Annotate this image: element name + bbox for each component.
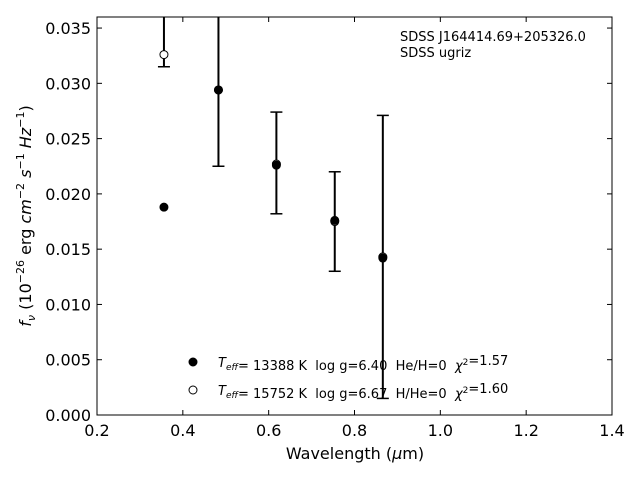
- annotation-line-2: SDSS ugriz: [400, 46, 471, 61]
- marker-filled-circle: [213, 85, 223, 95]
- y-axis-label: fν (10−26 erg cm−2 s−1 Hz−1): [14, 105, 38, 326]
- x-tick-label: 0.6: [256, 421, 281, 440]
- y-tick-label: 0.000: [45, 406, 91, 425]
- x-tick-label: 0.2: [84, 421, 109, 440]
- x-tick-label: 1.2: [513, 421, 538, 440]
- annotation-line-1: SDSS J164414.69+205326.0: [400, 30, 586, 45]
- marker-filled-circle: [378, 253, 388, 263]
- marker-filled-circle: [330, 215, 340, 225]
- y-axis-ticks: 0.000 0.005 0.010 0.015 0.020 0.025 0.030 0.035: [45, 19, 612, 425]
- marker-filled-circle: [271, 160, 281, 170]
- annotation: SDSS J164414.69+205326.0 SDSS ugriz: [400, 30, 586, 61]
- y-tick-label: 0.015: [45, 240, 91, 259]
- plot-frame: [96, 16, 613, 416]
- legend: Teff= 13388 K log g=6.40 He/H=0 χ2=1.57 T…: [188, 354, 508, 402]
- legend-entry: Teff= 13388 K log g=6.40 He/H=0 χ2=1.57: [218, 354, 508, 374]
- x-axis-ticks: 0.2 0.4 0.6 0.8 1.0 1.2 1.4: [84, 17, 625, 440]
- marker-open-circle: [159, 50, 169, 60]
- y-tick-label: 0.025: [45, 130, 91, 149]
- y-tick-label: 0.005: [45, 351, 91, 370]
- data-markers: [159, 50, 388, 263]
- legend-entry: Teff= 15752 K log g=6.67 H/He=0 χ2=1.60: [218, 382, 508, 402]
- x-tick-label: 0.8: [342, 421, 367, 440]
- legend-marker: [188, 385, 198, 395]
- y-tick-label: 0.010: [45, 295, 91, 314]
- y-tick-label: 0.020: [45, 185, 91, 204]
- x-tick-label: 0.4: [170, 421, 195, 440]
- x-tick-label: 1.4: [599, 421, 624, 440]
- x-tick-label: 1.0: [428, 421, 453, 440]
- x-axis-label: Wavelength (μm): [286, 444, 424, 463]
- y-tick-label: 0.030: [45, 74, 91, 93]
- error-bars: [157, 17, 389, 400]
- legend-marker: [188, 357, 198, 367]
- y-tick-label: 0.035: [45, 19, 91, 38]
- marker-filled-circle: [159, 202, 169, 212]
